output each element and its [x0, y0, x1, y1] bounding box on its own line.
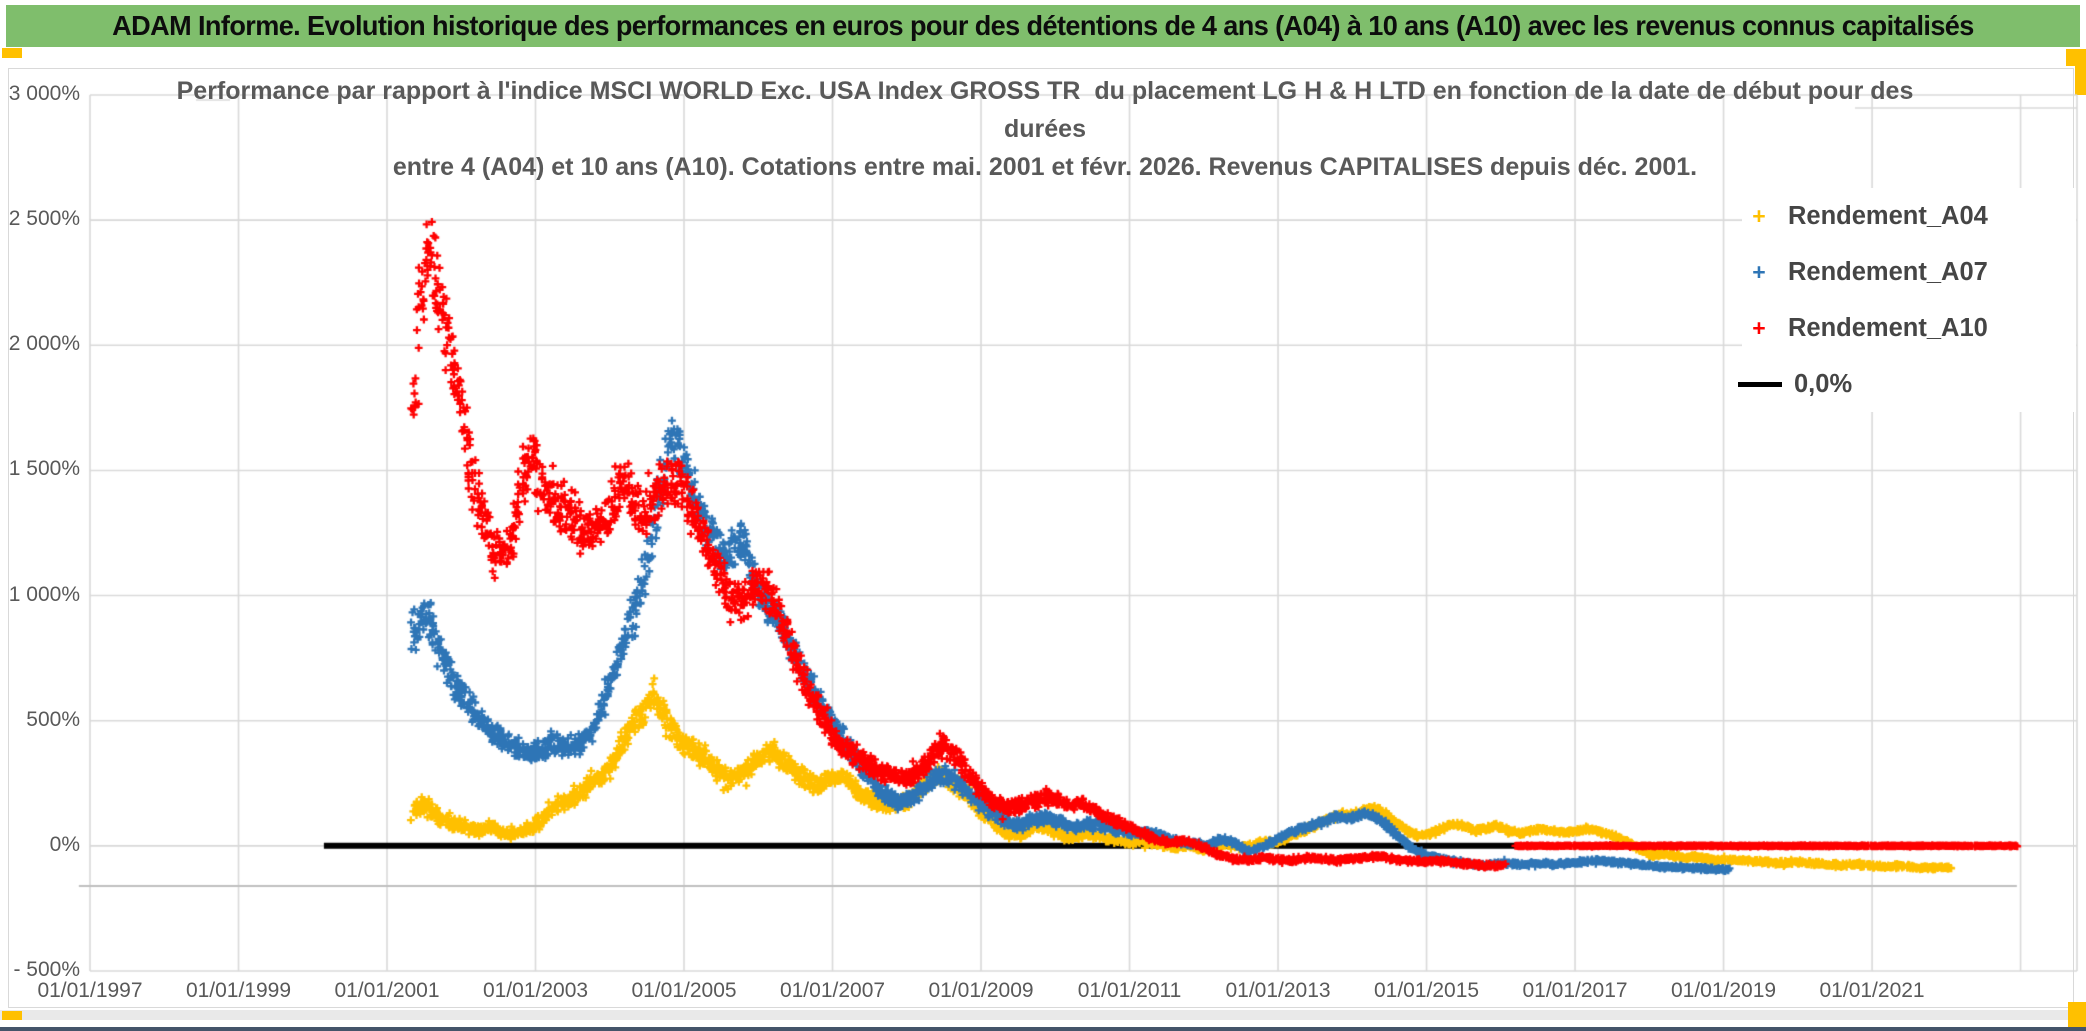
legend-item-rendement-a07: + Rendement_A07: [1742, 244, 2076, 300]
x-axis-tick-label: 01/01/2009: [928, 979, 1034, 1002]
x-axis-tick-label: 01/01/2011: [1077, 979, 1182, 1002]
footer-divider-line: [0, 1027, 2086, 1031]
legend-label: Rendement_A04: [1788, 201, 1988, 230]
x-axis-tick-label: 01/01/2019: [1670, 979, 1777, 1002]
x-axis-tick-label: 01/01/2001: [334, 979, 440, 1002]
x-axis-tick-label: 01/01/2015: [1373, 979, 1480, 1002]
zero-line-swatch-icon: [1738, 381, 1782, 387]
y-axis-tick-label: 500%: [26, 707, 80, 731]
x-axis-tick-label: 01/01/2007: [779, 979, 886, 1002]
x-axis-tick-label: 01/01/1999: [185, 979, 292, 1002]
plus-marker-icon: +: [1752, 202, 1766, 229]
gold-corner-accent-bottom-right: [2068, 1002, 2086, 1031]
legend-label: Rendement_A10: [1788, 313, 1988, 342]
legend-item-rendement-a10: + Rendement_A10: [1742, 300, 2076, 356]
legend-item-rendement-a04: + Rendement_A04: [1742, 188, 2076, 244]
plus-marker-icon: +: [1752, 258, 1766, 285]
chart-title: Performance par rapport à l'indice MSCI …: [120, 72, 1970, 186]
y-axis-tick-label: 2 500%: [8, 207, 80, 231]
legend-label: Rendement_A07: [1788, 257, 1988, 286]
x-axis-tick-label: 01/01/1997: [37, 979, 143, 1002]
legend-label: 0,0%: [1794, 369, 1853, 398]
y-axis-tick-label: 1 000%: [8, 582, 80, 606]
legend-item-zero-line: 0,0%: [1738, 356, 2076, 412]
y-axis-tick-label: - 500%: [13, 958, 80, 981]
y-axis-tick-label: 1 500%: [8, 457, 80, 481]
x-axis-tick-label: 01/01/2013: [1225, 979, 1331, 1002]
x-axis-tick-label: 01/01/2005: [631, 979, 737, 1002]
chart-title-line-1: Performance par rapport à l'indice MSCI …: [176, 77, 1914, 105]
x-axis-tick-label: 01/01/2003: [482, 979, 589, 1002]
chart-title-line-3: entre 4 (A04) et 10 ans (A10). Cotations…: [392, 153, 1698, 181]
y-axis-tick-label: 0%: [49, 832, 80, 856]
y-axis-tick-label: 3 000%: [8, 82, 80, 105]
chart-title-line-2: durées: [1004, 115, 1086, 143]
gold-corner-accent-bottom-left: [2, 1011, 22, 1020]
plus-marker-icon: +: [1752, 314, 1766, 341]
chart-legend: + Rendement_A04 + Rendement_A07 + Rendem…: [1738, 188, 2076, 412]
y-axis-tick-label: 2 000%: [8, 332, 80, 356]
x-axis-tick-label: 01/01/2021: [1819, 979, 1925, 1002]
x-axis-tick-label: 01/01/2017: [1522, 979, 1628, 1002]
footer-strip: [0, 1010, 2086, 1020]
